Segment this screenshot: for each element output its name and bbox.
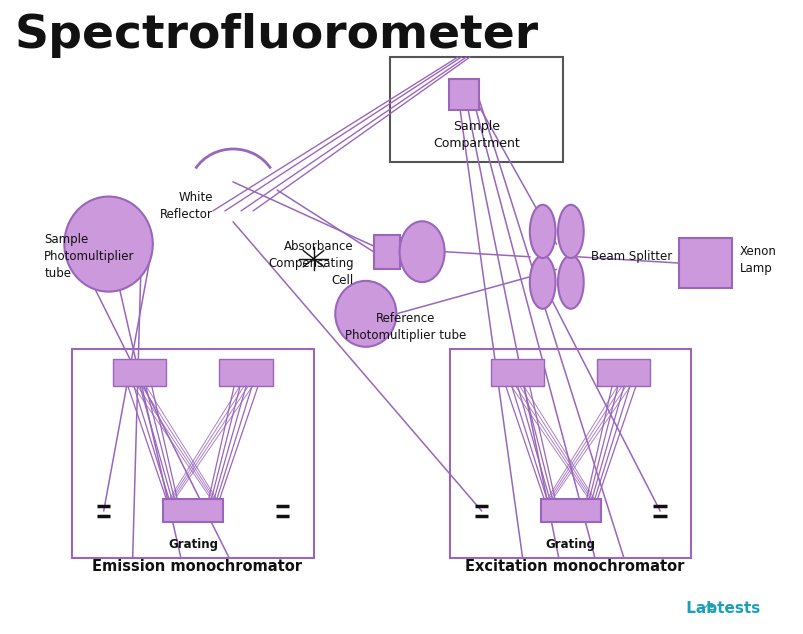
Text: Xenon
Lamp: Xenon Lamp	[739, 245, 776, 275]
Text: ⚗: ⚗	[703, 602, 715, 616]
Bar	[540, 500, 600, 522]
Bar	[113, 359, 166, 386]
Text: Beam Splitter: Beam Splitter	[590, 250, 671, 263]
Text: Grating: Grating	[545, 538, 595, 551]
Ellipse shape	[557, 205, 583, 258]
Bar	[72, 349, 313, 558]
Text: Sample
Compartment: Sample Compartment	[433, 120, 519, 150]
Bar	[389, 57, 562, 162]
Bar	[491, 359, 544, 386]
Text: Emission monochromator: Emission monochromator	[92, 559, 302, 574]
Ellipse shape	[64, 197, 153, 292]
Text: Labtests: Labtests	[679, 601, 759, 616]
Text: White
Reflector: White Reflector	[160, 191, 213, 221]
Text: Grating: Grating	[168, 538, 218, 551]
Bar	[373, 235, 399, 269]
Ellipse shape	[557, 256, 583, 309]
Bar	[219, 359, 272, 386]
Ellipse shape	[529, 205, 555, 258]
Text: Excitation monochromator: Excitation monochromator	[465, 559, 683, 574]
Text: Spectrofluorometer: Spectrofluorometer	[14, 13, 538, 58]
Bar	[450, 349, 691, 558]
Ellipse shape	[335, 281, 396, 347]
Bar	[679, 238, 731, 288]
Text: Sample
Photomultiplier
tube: Sample Photomultiplier tube	[44, 233, 135, 280]
Bar	[448, 79, 479, 110]
Text: Reference
Photomultiplier tube: Reference Photomultiplier tube	[345, 313, 466, 342]
Bar	[597, 359, 650, 386]
Ellipse shape	[529, 256, 555, 309]
Text: Absorbance
Compensating
Cell: Absorbance Compensating Cell	[268, 240, 353, 287]
Bar	[162, 500, 222, 522]
Ellipse shape	[399, 221, 444, 282]
